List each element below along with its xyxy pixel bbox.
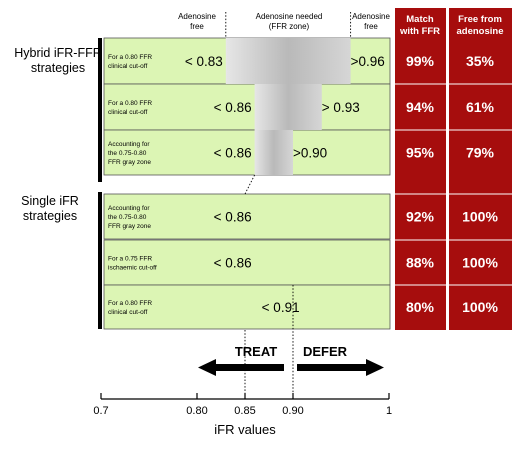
group-gap [395,176,512,193]
match-column [395,8,446,330]
single-group-title-line1: Single iFR [21,194,79,208]
x-axis-label: iFR values [214,422,276,437]
axis-tick-label: 0.7 [93,405,108,417]
hybrid-group-title-line1: Hybrid iFR-FFR [14,46,102,60]
high-threshold-label: > 0.93 [322,100,360,115]
row-description: Accounting for [108,205,150,212]
low-threshold-label: < 0.86 [214,256,252,271]
row-description: For a 0.80 FFR [108,100,152,107]
row-description: FFR gray zone [108,159,151,166]
low-threshold-label: < 0.86 [214,210,252,225]
match-header-2: with FFR [399,26,440,37]
high-threshold-label: >0.96 [351,54,385,69]
match-value: 92% [406,209,435,225]
row-description: For a 0.80 FFR [108,54,152,61]
row-description: ischaemic cut-off [108,265,157,272]
free-value: 61% [466,99,495,115]
header-adenosine-needed-2: (FFR zone) [269,22,310,31]
free-column [449,8,512,330]
strategy-row [103,239,391,286]
strategy-row [103,284,391,330]
row-description: Accounting for [108,141,150,148]
row-description: clinical cut-off [108,309,147,316]
axis-tick-label: 0.85 [234,405,255,417]
strategy-row [103,193,391,240]
axis-tick-label: 0.90 [282,405,303,417]
free-value: 100% [462,255,498,271]
row-description: the 0.75-0.80 [108,150,147,157]
header-adenosine-free-left-2: free [190,22,204,31]
free-value: 35% [466,53,495,69]
strategy-row [103,129,391,176]
axis-tick-label: 0.80 [186,405,207,417]
zone-connector [244,174,256,195]
hybrid-group-bracket [98,38,102,182]
treat-arrow [198,359,284,376]
row-description: clinical cut-off [108,109,147,116]
free-value: 79% [466,145,495,161]
match-value: 95% [406,145,435,161]
row-description: the 0.75-0.80 [108,214,147,221]
hybrid-group-title-line2: strategies [31,61,85,75]
low-threshold-label: < 0.86 [214,100,252,115]
defer-label: DEFER [303,344,348,359]
match-value: 99% [406,53,435,69]
free-header-1: Free from [458,14,502,25]
row-description: FFR gray zone [108,223,151,230]
free-value: 100% [462,209,498,225]
adenosine-zone [254,84,322,130]
low-threshold-label: < 0.91 [262,300,300,315]
header-adenosine-free-right-2: free [364,22,378,31]
row-description: clinical cut-off [108,63,147,70]
match-value: 88% [406,255,435,271]
header-adenosine-free-left-1: Adenosine [178,12,216,21]
strategy-row [103,83,391,131]
match-header-1: Match [406,14,434,25]
free-value: 100% [462,299,498,315]
row-description: For a 0.80 FFR [108,300,152,307]
defer-arrow [297,359,384,376]
single-group-title-line2: strategies [23,209,77,223]
match-value: 80% [406,299,435,315]
low-threshold-label: < 0.86 [214,146,252,161]
adenosine-zone [254,130,293,175]
header-adenosine-needed-1: Adenosine needed [256,12,323,21]
row-description: For a 0.75 FFR [108,256,152,263]
header-adenosine-free-right-1: Adenosine [352,12,390,21]
single-group-bracket [98,192,102,329]
treat-label: TREAT [235,344,277,359]
match-value: 94% [406,99,435,115]
free-header-2: adenosine [457,26,504,37]
axis-tick-label: 1 [386,405,392,417]
adenosine-zone [225,38,351,84]
high-threshold-label: >0.90 [293,146,327,161]
low-threshold-label: < 0.83 [185,54,223,69]
